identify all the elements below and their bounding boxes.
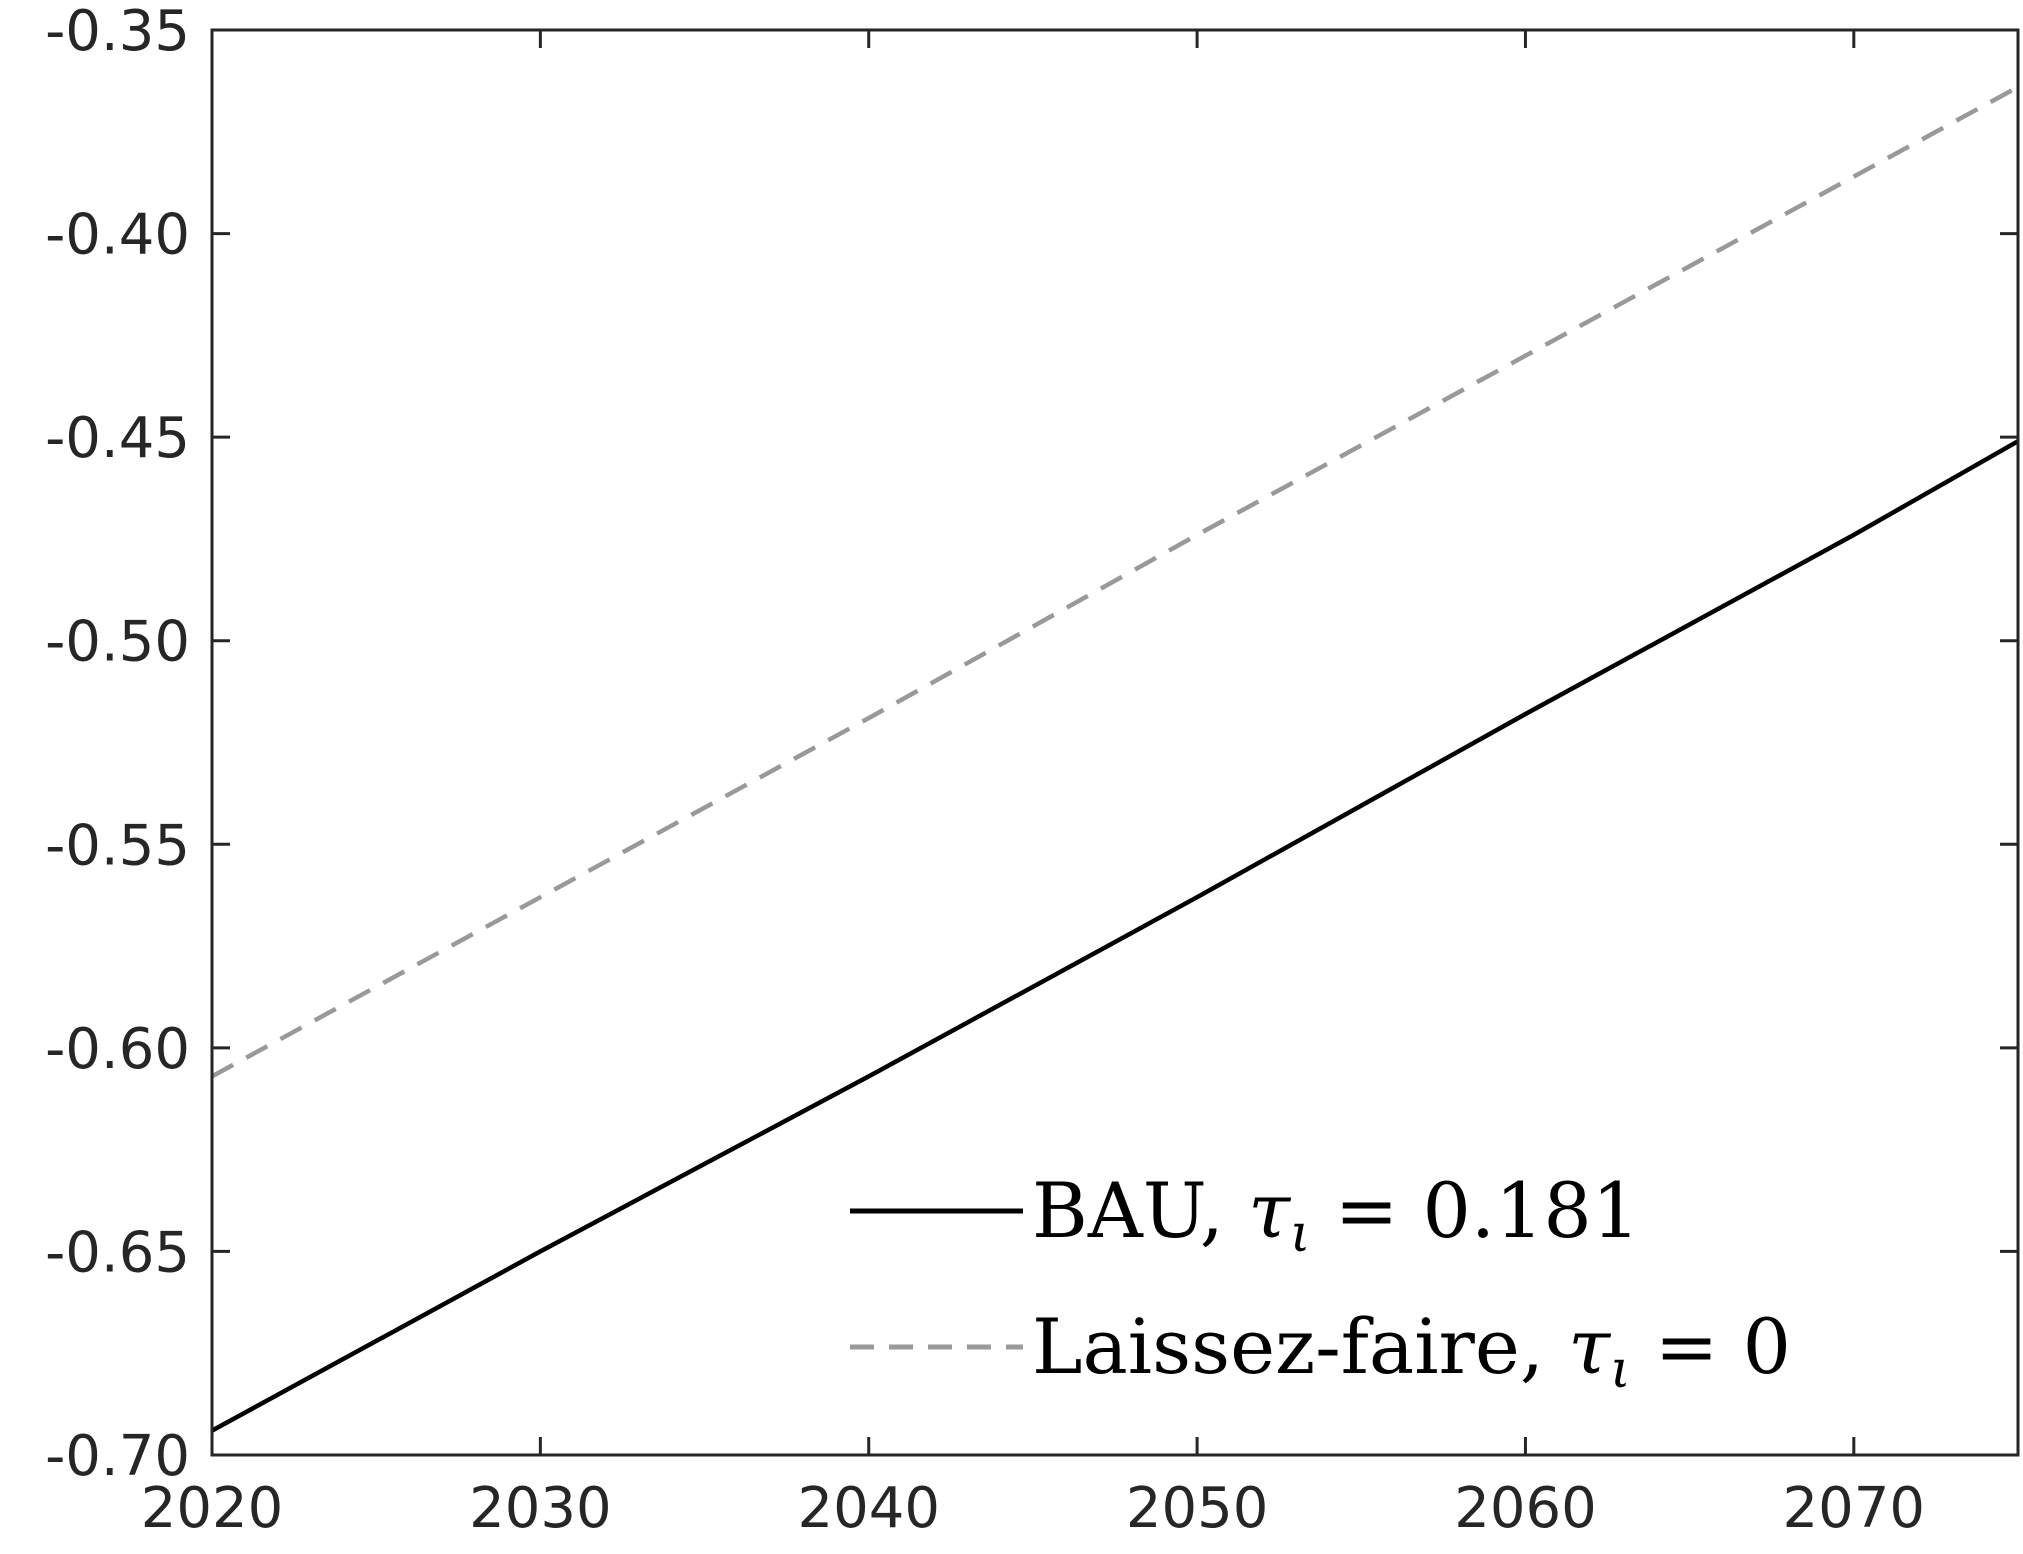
series-line-bau <box>210 439 2020 1433</box>
x-tick-label: 2040 <box>797 1476 940 1541</box>
legend-laissez-faire-prefix: Laissez-faire, <box>1032 1302 1568 1391</box>
y-tick-label: -0.65 <box>45 1220 190 1285</box>
x-tick-label: 2030 <box>469 1476 612 1541</box>
y-tick-label: -0.70 <box>45 1424 190 1489</box>
legend-bau-symbol: τ <box>1248 1166 1292 1255</box>
y-tick-label: -0.60 <box>45 1017 190 1082</box>
y-tick-label: -0.45 <box>45 406 190 471</box>
legend-laissez-faire-suffix: = 0 <box>1631 1302 1791 1391</box>
legend-bau-prefix: BAU, <box>1032 1166 1248 1255</box>
legend-bau-subscript: ι <box>1290 1204 1310 1264</box>
axes-frame <box>210 28 2020 1457</box>
legend-label-bau: BAU, τι = 0.181 <box>1032 1166 1640 1264</box>
legend-label-laissez-faire: Laissez-faire, τι = 0 <box>1032 1302 1791 1400</box>
axes-layer: 2020 2030 2040 2050 2060 2070 -0.35 -0.40 -0.45 -… <box>45 0 2020 1541</box>
x-tick-label: 2020 <box>141 1476 284 1541</box>
y-tick-label: -0.40 <box>45 203 190 268</box>
x-tick-label: 2050 <box>1126 1476 1269 1541</box>
legend: BAU, τι = 0.181 Laissez-faire, τι = 0 <box>850 1166 1791 1400</box>
legend-bau-suffix: = 0.181 <box>1311 1166 1641 1255</box>
y-tick-label: -0.55 <box>45 813 190 878</box>
x-tick-label: 2060 <box>1454 1476 1597 1541</box>
legend-laissez-faire-subscript: ι <box>1610 1340 1630 1400</box>
series-layer <box>210 85 2020 1433</box>
x-tick-label: 2070 <box>1783 1476 1926 1541</box>
plot-area <box>212 30 2018 1455</box>
y-tick-label: -0.35 <box>45 0 190 64</box>
y-tick-label: -0.50 <box>45 610 190 675</box>
series-line-laissez-faire <box>210 85 2020 1079</box>
legend-laissez-faire-symbol: τ <box>1568 1302 1612 1391</box>
